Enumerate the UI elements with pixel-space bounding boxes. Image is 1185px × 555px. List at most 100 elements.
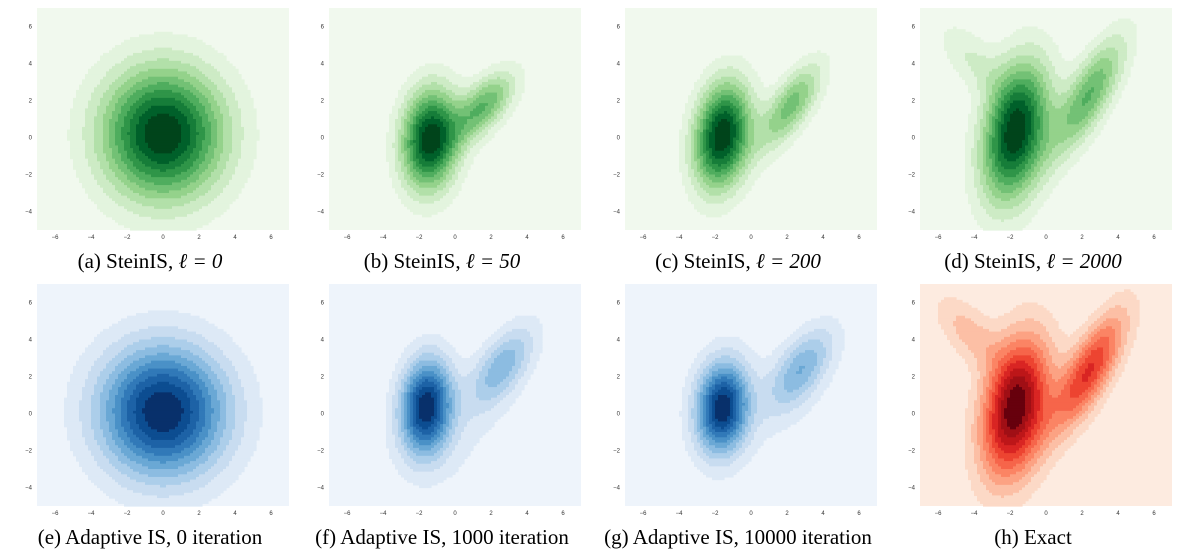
y-tick-label: 2 bbox=[29, 375, 33, 381]
x-tick-label: −6 bbox=[935, 511, 943, 517]
y-tick-label: 0 bbox=[617, 412, 621, 418]
x-tick-label: 0 bbox=[749, 511, 753, 517]
x-tick-label: 4 bbox=[821, 235, 825, 241]
x-tick-label: 0 bbox=[161, 235, 165, 241]
x-tick-label: 6 bbox=[269, 235, 273, 241]
y-tick-label: −2 bbox=[613, 173, 621, 179]
x-tick-label: 2 bbox=[489, 511, 493, 517]
caption-g: (g) Adaptive IS, 10000 iteration bbox=[604, 525, 872, 549]
caption-c: (c) SteinIS, ℓ = 200 bbox=[655, 249, 821, 273]
density-fill-c bbox=[679, 50, 830, 218]
y-tick-label: −4 bbox=[25, 210, 33, 216]
panel-g: −6 −4 −2 0 2 4 6 −4 −2 0 2 4 6 (g) Adaptive IS, 1000… bbox=[593, 276, 883, 554]
density-fill-d bbox=[944, 18, 1137, 231]
y-tick-label: 4 bbox=[617, 338, 621, 344]
caption-a: (a) SteinIS, ℓ = 0 bbox=[77, 249, 223, 273]
x-tick-label: 6 bbox=[1152, 235, 1156, 241]
x-tick-label: 0 bbox=[749, 235, 753, 241]
x-tick-label: 0 bbox=[453, 511, 457, 517]
x-tick-label: −4 bbox=[380, 235, 388, 241]
contour-plot-h: −6 −4 −2 0 2 4 6 −4 −2 0 2 4 6 bbox=[908, 284, 1172, 517]
contour-plot-c: −6 −4 −2 0 2 4 6 −4 −2 0 2 4 6 bbox=[613, 8, 877, 241]
y-tick-label: 6 bbox=[617, 301, 621, 307]
x-tick-label: −6 bbox=[52, 235, 60, 241]
x-tick-label: 4 bbox=[233, 511, 237, 517]
contour-plot-a: −6 −4 −2 0 2 4 6 −4 −2 0 2 4 6 bbox=[25, 8, 289, 241]
x-tick-label: −2 bbox=[1007, 511, 1015, 517]
x-tick-label: −2 bbox=[712, 511, 720, 517]
x-tick-label: −2 bbox=[416, 235, 424, 241]
y-tick-label: −2 bbox=[908, 449, 916, 455]
x-tick-label: 2 bbox=[1080, 235, 1084, 241]
y-tick-label: −2 bbox=[613, 449, 621, 455]
y-tick-label: −2 bbox=[908, 173, 916, 179]
y-tick-label: 2 bbox=[321, 99, 325, 105]
panel-h: −6 −4 −2 0 2 4 6 −4 −2 0 2 4 6 (h) Exact bbox=[888, 276, 1178, 554]
y-tick-label: 4 bbox=[912, 338, 916, 344]
y-tick-label: 6 bbox=[912, 25, 916, 31]
caption-f: (f) Adaptive IS, 1000 iteration bbox=[315, 525, 569, 549]
x-tick-label: 4 bbox=[233, 235, 237, 241]
x-tick-label: 0 bbox=[1044, 235, 1048, 241]
y-tick-label: 6 bbox=[321, 301, 325, 307]
x-tick-label: 2 bbox=[1080, 511, 1084, 517]
y-tick-label: −4 bbox=[908, 210, 916, 216]
y-tick-label: 0 bbox=[912, 412, 916, 418]
y-tick-label: −4 bbox=[317, 486, 325, 492]
x-tick-label: 4 bbox=[1116, 511, 1120, 517]
y-tick-label: 4 bbox=[321, 338, 325, 344]
x-tick-label: −4 bbox=[971, 235, 979, 241]
x-tick-label: −4 bbox=[88, 235, 96, 241]
x-tick-label: −6 bbox=[52, 511, 60, 517]
y-tick-label: 0 bbox=[617, 136, 621, 142]
y-tick-label: −2 bbox=[25, 173, 33, 179]
x-tick-label: −4 bbox=[88, 511, 96, 517]
y-tick-label: 4 bbox=[29, 338, 33, 344]
x-tick-label: −2 bbox=[416, 511, 424, 517]
panel-e: −6 −4 −2 0 2 4 6 −4 −2 0 2 4 6 (e) Adaptive IS, 0 it… bbox=[5, 276, 295, 554]
y-tick-label: −2 bbox=[317, 173, 325, 179]
density-fill-b bbox=[386, 60, 525, 218]
x-tick-label: 2 bbox=[785, 235, 789, 241]
y-tick-label: 4 bbox=[29, 62, 33, 68]
density-fill-h bbox=[938, 289, 1140, 507]
x-tick-label: 6 bbox=[561, 235, 565, 241]
x-tick-label: −2 bbox=[1007, 235, 1015, 241]
density-fill-e bbox=[64, 310, 263, 507]
x-tick-label: −6 bbox=[935, 235, 943, 241]
y-tick-label: 6 bbox=[29, 25, 33, 31]
x-tick-label: 4 bbox=[525, 511, 529, 517]
x-tick-label: −2 bbox=[124, 235, 132, 241]
y-tick-label: 6 bbox=[912, 301, 916, 307]
x-tick-label: 6 bbox=[857, 511, 861, 517]
x-tick-label: 6 bbox=[561, 511, 565, 517]
x-tick-label: −6 bbox=[640, 235, 648, 241]
y-tick-label: −4 bbox=[908, 486, 916, 492]
x-tick-label: 4 bbox=[525, 235, 529, 241]
y-tick-label: 2 bbox=[321, 375, 325, 381]
y-tick-label: 4 bbox=[617, 62, 621, 68]
panel-f: −6 −4 −2 0 2 4 6 −4 −2 0 2 4 6 (f) Adaptive IS, 1000… bbox=[297, 276, 587, 554]
x-tick-label: −4 bbox=[380, 511, 388, 517]
y-tick-label: 6 bbox=[321, 25, 325, 31]
x-tick-label: 0 bbox=[453, 235, 457, 241]
y-tick-label: 2 bbox=[617, 375, 621, 381]
x-tick-label: −2 bbox=[712, 235, 720, 241]
contour-plot-g: −6 −4 −2 0 2 4 6 −4 −2 0 2 4 6 bbox=[613, 284, 877, 517]
y-tick-label: 6 bbox=[29, 301, 33, 307]
y-tick-label: 6 bbox=[617, 25, 621, 31]
caption-b: (b) SteinIS, ℓ = 50 bbox=[363, 249, 521, 273]
y-tick-label: 0 bbox=[321, 412, 325, 418]
y-tick-label: −4 bbox=[25, 486, 33, 492]
y-tick-label: 4 bbox=[912, 62, 916, 68]
x-tick-label: 2 bbox=[785, 511, 789, 517]
x-tick-label: 6 bbox=[269, 511, 273, 517]
y-tick-label: 0 bbox=[321, 136, 325, 142]
x-tick-label: 4 bbox=[1116, 235, 1120, 241]
y-tick-label: −4 bbox=[317, 210, 325, 216]
caption-e: (e) Adaptive IS, 0 iteration bbox=[37, 525, 263, 549]
x-tick-label: −4 bbox=[676, 511, 684, 517]
contour-plot-d: −6 −4 −2 0 2 4 6 −4 −2 0 2 4 6 bbox=[908, 8, 1172, 241]
x-tick-label: 2 bbox=[197, 511, 201, 517]
y-tick-label: 0 bbox=[29, 136, 33, 142]
